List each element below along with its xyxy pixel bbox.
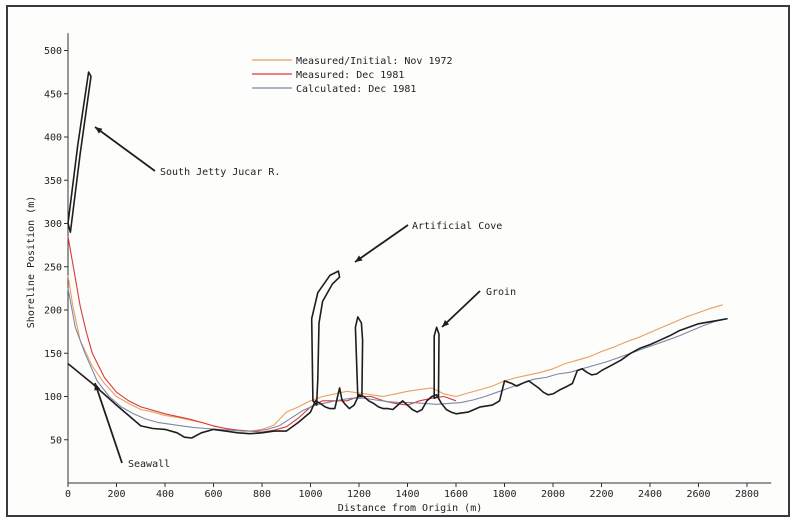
y-tick-label: 150 xyxy=(44,349,62,360)
x-tick-label: 1000 xyxy=(298,489,322,500)
seawall-label: Seawall xyxy=(128,459,170,470)
y-tick-label: 400 xyxy=(44,133,62,144)
y-axis-title: Shoreline Position (m) xyxy=(26,196,37,328)
seawall-arrowhead xyxy=(94,383,101,391)
chart-frame xyxy=(6,5,790,517)
x-tick-label: 2400 xyxy=(638,489,662,500)
y-tick-label: 50 xyxy=(50,435,62,446)
legend-label-measured: Measured: Dec 1981 xyxy=(296,70,404,81)
y-tick-label: 450 xyxy=(44,89,62,100)
y-tick-label: 300 xyxy=(44,219,62,230)
legend: Measured/Initial: Nov 1972 Measured: Dec… xyxy=(252,56,453,95)
axes: 0 200 400 600 800 1000 1200 1400 1600 1800 2000 220… xyxy=(44,33,772,500)
y-tick-label: 250 xyxy=(44,262,62,273)
y-tick-label: 200 xyxy=(44,306,62,317)
x-tick-label: 2200 xyxy=(589,489,613,500)
groin-outline xyxy=(433,326,440,399)
plot-area xyxy=(67,236,728,439)
x-tick-label: 200 xyxy=(107,489,125,500)
artificial-cove-arrowhead xyxy=(355,255,363,262)
x-axis-title: Distance from Origin (m) xyxy=(338,503,483,514)
legend-label-initial: Measured/Initial: Nov 1972 xyxy=(296,56,453,67)
south-jetty-label: South Jetty Jucar R. xyxy=(160,167,280,178)
x-tick-label: 1400 xyxy=(395,489,419,500)
artificial-cove-label: Artificial Cove xyxy=(412,221,502,232)
legend-label-calculated: Calculated: Dec 1981 xyxy=(296,84,416,95)
series-line-3 xyxy=(67,288,728,432)
x-tick-label: 400 xyxy=(156,489,174,500)
south-jetty-leader-line xyxy=(94,126,156,172)
x-tick-label: 800 xyxy=(253,489,271,500)
south-jetty-outline xyxy=(67,71,92,233)
x-tick-label: 1200 xyxy=(347,489,371,500)
y-tick-label: 100 xyxy=(44,392,62,403)
structures xyxy=(67,71,440,406)
artificial-cove-leader-line xyxy=(354,224,409,263)
south-jetty-arrowhead xyxy=(95,127,103,134)
series-line-4 xyxy=(67,317,728,439)
x-tick-label: 1600 xyxy=(444,489,468,500)
x-tick-label: 0 xyxy=(65,489,71,500)
artificial-cove-outline xyxy=(310,270,341,406)
groin-label: Groin xyxy=(486,287,516,298)
x-tick-label: 600 xyxy=(204,489,222,500)
x-tick-label: 1800 xyxy=(492,489,516,500)
x-tick-label: 2600 xyxy=(686,489,710,500)
seawall-leader-line xyxy=(94,382,123,464)
x-tick-label: 2800 xyxy=(735,489,759,500)
groin-arrowhead xyxy=(442,320,450,327)
series-line-1 xyxy=(67,275,723,432)
y-tick-label: 350 xyxy=(44,176,62,187)
groin-leader-line xyxy=(441,290,481,328)
annotations: South Jetty Jucar R. Artificial Cove Groin… xyxy=(94,126,516,470)
y-tick-label: 500 xyxy=(44,46,62,57)
x-tick-label: 2000 xyxy=(541,489,565,500)
cove-inner-outline xyxy=(354,316,364,398)
